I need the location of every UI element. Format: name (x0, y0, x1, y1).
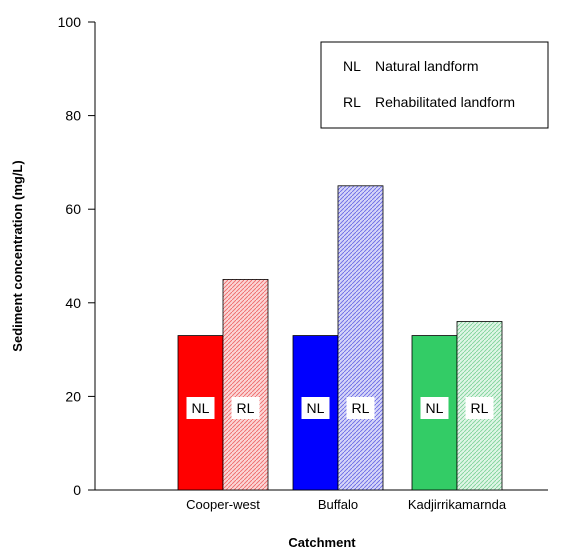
bar-tag-box-nl (420, 397, 449, 419)
bars-group: NL RL NL RL NL RL (177, 185, 503, 491)
legend-code-rehabilitated: RL (343, 94, 361, 110)
category-label: Cooper-west (186, 497, 260, 512)
y-tick-label: 0 (73, 482, 81, 498)
bar-tag-box-nl (301, 397, 330, 419)
y-tick-label: 80 (65, 108, 81, 124)
x-axis-title: Catchment (288, 535, 356, 550)
bar-tag-rl: RL (352, 400, 370, 416)
category-label: Buffalo (318, 497, 358, 512)
bar-tag-box-rl (346, 397, 375, 419)
bar-tag-rl: RL (237, 400, 255, 416)
category-label: Kadjirrikamarnda (408, 497, 507, 512)
bar-tag-box-rl (231, 397, 260, 419)
y-tick-label: 60 (65, 201, 81, 217)
legend-code-natural: NL (343, 58, 361, 74)
bar-tag-nl: NL (192, 400, 210, 416)
bar-tag-nl: NL (307, 400, 325, 416)
category-labels: Cooper-west Buffalo Kadjirrikamarnda (186, 497, 507, 512)
y-tick-label: 20 (65, 388, 81, 404)
bar-rl-1 (337, 185, 384, 491)
bar-tag-rl: RL (471, 400, 489, 416)
legend: NL Natural landform RL Rehabilitated lan… (320, 41, 549, 129)
y-tick-label: 40 (65, 295, 81, 311)
y-tick-label: 100 (58, 14, 82, 30)
legend-box (320, 41, 549, 129)
bar-tag-box-rl (465, 397, 494, 419)
legend-text-rehabilitated: Rehabilitated landform (375, 94, 515, 110)
bar-tag-nl: NL (426, 400, 444, 416)
bar-tag-box-nl (186, 397, 215, 419)
legend-text-natural: Natural landform (375, 58, 479, 74)
y-axis: 0 20 40 60 80 100 (58, 14, 96, 498)
y-axis-title: Sediment concentration (mg/L) (10, 160, 25, 351)
bar-rl-0 (222, 278, 269, 491)
